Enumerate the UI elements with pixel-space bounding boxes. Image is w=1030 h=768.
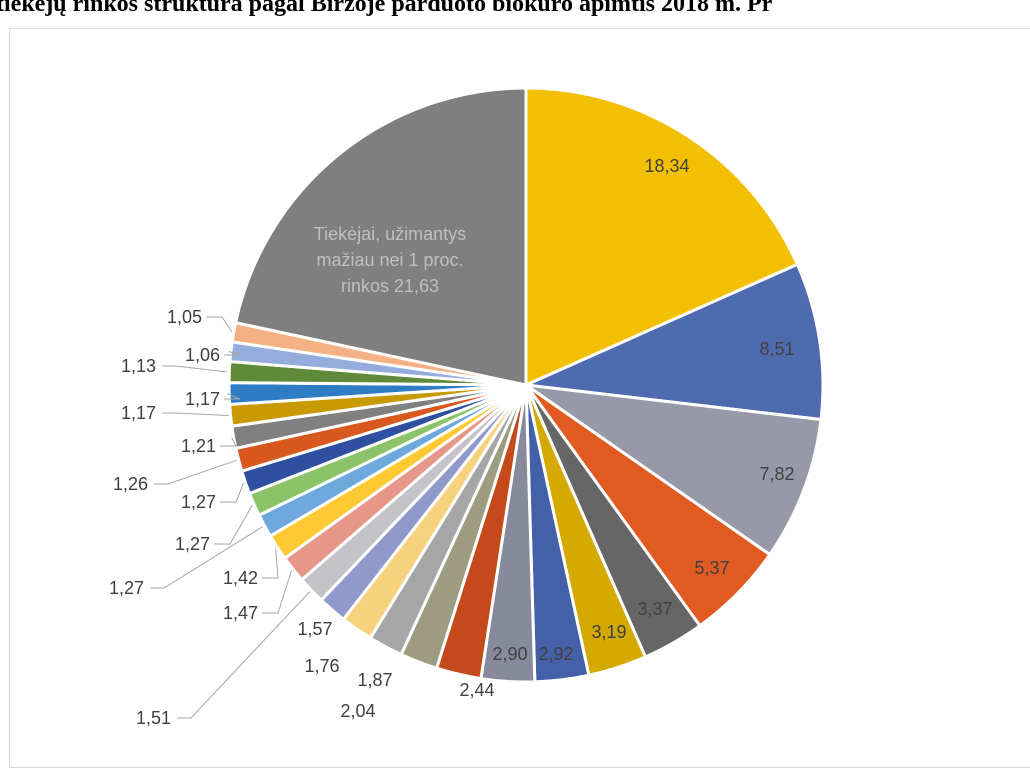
slice-data-label: 1,17 (121, 403, 156, 423)
slice-data-label: 3,37 (637, 599, 672, 619)
slice-data-label: 1,05 (167, 307, 202, 327)
slice-data-label: 18,34 (644, 156, 689, 176)
slice-data-label: 1,26 (113, 474, 148, 494)
leader-line (206, 316, 233, 333)
slice-data-label: 1,27 (181, 492, 216, 512)
leader-line (224, 393, 241, 400)
leader-line (177, 591, 311, 719)
leader-line (154, 459, 237, 485)
slice-data-label: 2,04 (340, 701, 375, 721)
leader-line (162, 365, 228, 373)
slice-data-label: 7,82 (759, 464, 794, 484)
slice-data-label: 5,37 (694, 558, 729, 578)
slice-data-label: 1,17 (185, 389, 220, 409)
slice-data-label: 1,42 (223, 568, 258, 588)
slice-data-label: 1,51 (136, 708, 171, 728)
pie-slice (524, 383, 823, 557)
slice-data-label: 1,21 (181, 436, 216, 456)
pie-slice-other (234, 86, 528, 387)
leader-line (214, 505, 253, 545)
slice-data-label: 1,27 (109, 578, 144, 598)
leader-line (262, 548, 279, 579)
slice-data-label: 1,27 (175, 534, 210, 554)
leader-line (162, 412, 229, 416)
chart-title-text: tiekėjų rinkos struktūra pagal Biržoje p… (0, 0, 773, 17)
leader-line (220, 482, 244, 503)
slice-data-label: 1,57 (297, 619, 332, 639)
leader-line (150, 526, 263, 589)
slice-data-label: 1,06 (185, 345, 220, 365)
slice-data-label: 2,44 (459, 680, 494, 700)
pie-slices (227, 86, 825, 684)
pie-labels: 18,34 8,51 7,82 5,37 3,37 3,19 2,92 2,90 2,44 2,0… (109, 156, 795, 728)
slice-data-label: 1,76 (304, 656, 339, 676)
leader-line (224, 351, 241, 356)
slice-data-label: 1,13 (121, 356, 156, 376)
other-slice-label: rinkos 21,63 (341, 276, 439, 296)
pie-slice (524, 86, 799, 387)
pie-slice (524, 262, 825, 421)
slice-data-label: 1,47 (223, 603, 258, 623)
other-slice-label: Tiekėjai, užimantys (314, 224, 466, 244)
slice-data-label: 3,19 (591, 622, 626, 642)
slice-data-label: 2,92 (538, 644, 573, 664)
leader-line (262, 570, 292, 614)
slice-data-label: 2,90 (492, 644, 527, 664)
slice-data-label: 1,87 (357, 670, 392, 690)
other-slice-label: mažiau nei 1 proc. (316, 250, 463, 270)
chart-title: tiekėjų rinkos struktūra pagal Biržoje p… (0, 0, 1030, 18)
leader-line (220, 437, 237, 447)
slice-data-label: 8,51 (759, 339, 794, 359)
